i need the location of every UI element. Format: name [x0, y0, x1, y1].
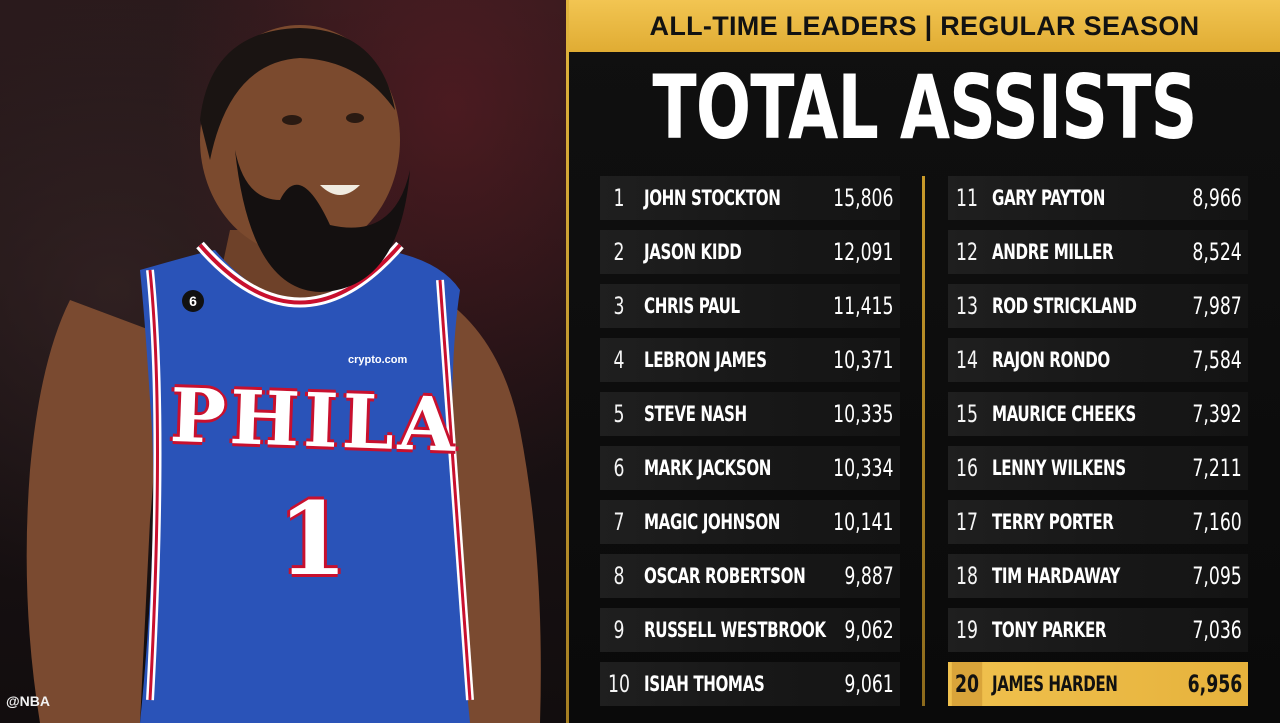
leader-row: 8 OSCAR ROBERTSON 9,887 [600, 554, 900, 598]
leader-rank: 20 [951, 662, 983, 706]
leader-rank: 6 [613, 454, 625, 482]
jersey-patch-text: 6 [182, 290, 204, 312]
leader-row: 14 RAJON RONDO 7,584 [948, 338, 1248, 382]
leader-name: LEBRON JAMES [644, 348, 767, 372]
leader-row: 17 TERRY PORTER 7,160 [948, 500, 1248, 544]
leader-name: ROD STRICKLAND [992, 294, 1137, 318]
leader-rank: 12 [956, 238, 978, 266]
column-divider [922, 176, 925, 706]
leader-name: MAGIC JOHNSON [644, 510, 781, 534]
leader-rank: 11 [956, 184, 978, 212]
leader-assists: 10,334 [833, 454, 894, 482]
leader-row: 4 LEBRON JAMES 10,371 [600, 338, 900, 382]
leader-rank: 13 [956, 292, 978, 320]
leader-row: 11 GARY PAYTON 8,966 [948, 176, 1248, 220]
leader-rank: 17 [956, 508, 978, 536]
jersey-number-text: 1 [278, 480, 348, 598]
leader-rank: 4 [613, 346, 625, 374]
leader-rank: 16 [956, 454, 978, 482]
leader-rank: 15 [956, 400, 978, 428]
leader-rank: 8 [613, 562, 625, 590]
leader-row: 19 TONY PARKER 7,036 [948, 608, 1248, 652]
leader-rank: 5 [613, 400, 625, 428]
leader-assists: 7,036 [1192, 616, 1242, 644]
leaders-column-left: 1 JOHN STOCKTON 15,806 2 JASON KIDD 12,091 3 CH… [600, 176, 900, 716]
leader-rank: 9 [613, 616, 625, 644]
leader-name: RAJON RONDO [992, 348, 1110, 372]
leader-assists: 7,095 [1192, 562, 1242, 590]
leader-row: 1 JOHN STOCKTON 15,806 [600, 176, 900, 220]
leader-assists: 9,062 [844, 616, 894, 644]
leader-rank: 2 [613, 238, 625, 266]
leader-assists: 7,584 [1192, 346, 1242, 374]
leader-name: MARK JACKSON [644, 456, 772, 480]
nba-watermark: @NBA [6, 693, 50, 709]
leader-name: JASON KIDD [644, 240, 742, 264]
leader-assists: 7,987 [1192, 292, 1242, 320]
leader-assists: 8,524 [1192, 238, 1242, 266]
leader-row: 12 ANDRE MILLER 8,524 [948, 230, 1248, 274]
leader-name: JAMES HARDEN [992, 672, 1118, 696]
leader-row: 2 JASON KIDD 12,091 [600, 230, 900, 274]
leader-assists: 9,061 [844, 670, 894, 698]
leader-name: OSCAR ROBERTSON [644, 564, 806, 588]
leader-assists: 7,211 [1192, 454, 1242, 482]
leader-name: GARY PAYTON [992, 186, 1105, 210]
leader-assists: 9,887 [844, 562, 894, 590]
jersey-team-text: PHILA [168, 372, 462, 470]
leader-assists: 11,415 [833, 292, 894, 320]
leader-assists: 10,335 [833, 400, 894, 428]
leader-assists: 7,160 [1192, 508, 1242, 536]
leader-name: LENNY WILKENS [992, 456, 1126, 480]
leader-assists: 8,966 [1192, 184, 1242, 212]
leader-rank: 19 [956, 616, 978, 644]
leader-assists: 7,392 [1192, 400, 1242, 428]
leader-row: 7 MAGIC JOHNSON 10,141 [600, 500, 900, 544]
leader-row: 15 MAURICE CHEEKS 7,392 [948, 392, 1248, 436]
leader-rank: 10 [608, 670, 630, 698]
player-photo: 6 crypto.com PHILA 1 @NBA [0, 0, 566, 723]
leader-rank: 7 [613, 508, 625, 536]
leader-rank: 3 [613, 292, 625, 320]
leader-row: 16 LENNY WILKENS 7,211 [948, 446, 1248, 490]
leader-row: 10 ISIAH THOMAS 9,061 [600, 662, 900, 706]
leader-name: JOHN STOCKTON [644, 186, 781, 210]
leader-name: TIM HARDAWAY [992, 564, 1120, 588]
header-banner: ALL-TIME LEADERS | REGULAR SEASON [569, 0, 1280, 52]
leader-row: 9 RUSSELL WESTBROOK 9,062 [600, 608, 900, 652]
leader-assists: 12,091 [833, 238, 894, 266]
leader-row: 13 ROD STRICKLAND 7,987 [948, 284, 1248, 328]
leader-assists: 6,956 [1187, 670, 1242, 698]
jersey-sponsor-text: crypto.com [348, 354, 408, 366]
leader-rank: 18 [956, 562, 978, 590]
page-title: TOTAL ASSISTS [652, 56, 1197, 159]
leader-name: MAURICE CHEEKS [992, 402, 1136, 426]
leader-name: RUSSELL WESTBROOK [644, 618, 826, 642]
leader-row: 3 CHRIS PAUL 11,415 [600, 284, 900, 328]
leader-assists: 10,371 [833, 346, 894, 374]
leader-row: 20 JAMES HARDEN 6,956 [948, 662, 1248, 706]
leaders-column-right: 11 GARY PAYTON 8,966 12 ANDRE MILLER 8,524 13 R… [948, 176, 1248, 716]
leader-name: CHRIS PAUL [644, 294, 740, 318]
leader-row: 6 MARK JACKSON 10,334 [600, 446, 900, 490]
leader-name: TERRY PORTER [992, 510, 1114, 534]
leader-name: ANDRE MILLER [992, 240, 1114, 264]
leader-assists: 10,141 [833, 508, 894, 536]
leader-rank: 14 [956, 346, 978, 374]
leader-name: ISIAH THOMAS [644, 672, 765, 696]
panel-gold-edge [566, 0, 569, 723]
leader-row: 5 STEVE NASH 10,335 [600, 392, 900, 436]
leader-name: TONY PARKER [992, 618, 1107, 642]
leader-row: 18 TIM HARDAWAY 7,095 [948, 554, 1248, 598]
player-illustration [26, 25, 541, 723]
leader-assists: 15,806 [833, 184, 894, 212]
leader-rank: 1 [613, 184, 625, 212]
leader-name: STEVE NASH [644, 402, 747, 426]
